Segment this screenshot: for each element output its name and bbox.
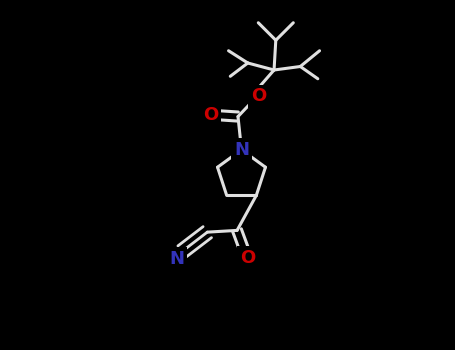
Text: N: N [169,250,184,268]
Text: O: O [203,106,218,124]
Text: N: N [234,141,249,159]
Text: O: O [251,87,266,105]
Text: O: O [240,249,255,267]
